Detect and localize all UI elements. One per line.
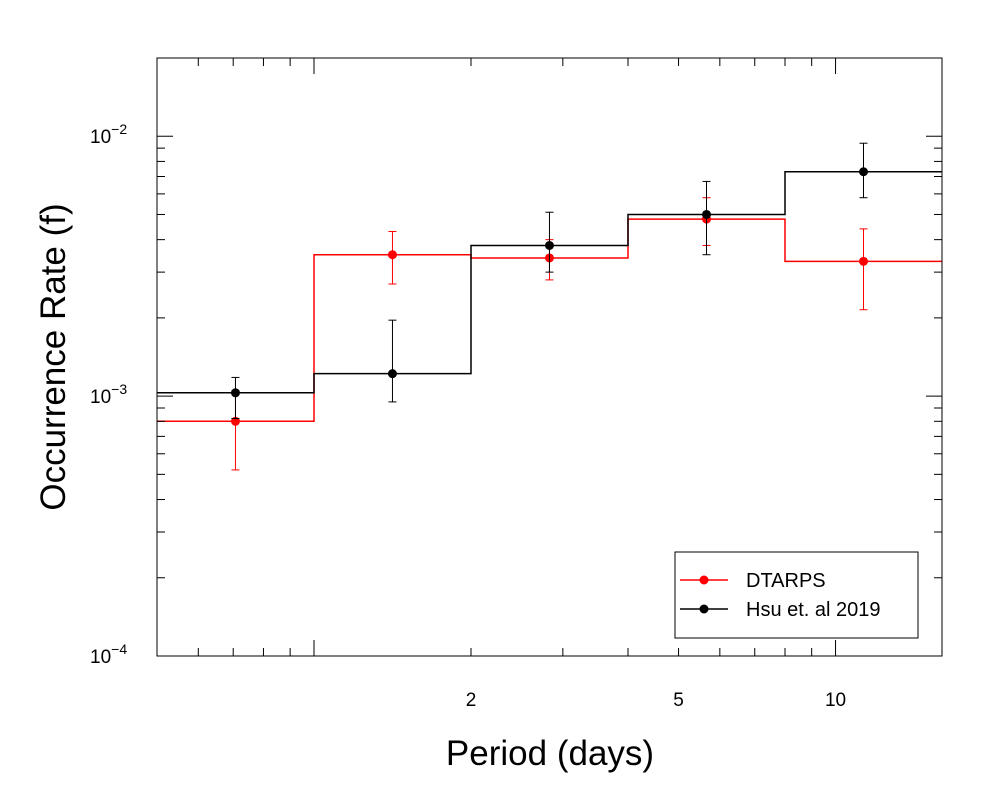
series-hsu-point: [387, 369, 397, 379]
legend-dtarps-label: DTARPS: [746, 570, 826, 592]
x-tick-label: 10: [825, 690, 846, 711]
series-hsu-point: [859, 167, 869, 177]
y-tick-exponent: −4: [111, 641, 127, 657]
y-tick-exponent: −3: [111, 381, 127, 397]
legend-hsu-label: Hsu et. al 2019: [746, 599, 881, 621]
series-hsu-point: [544, 240, 554, 250]
series-dtarps-point: [387, 250, 397, 260]
x-tick-label: 2: [466, 690, 477, 711]
y-tick-label: 10−2: [90, 121, 127, 148]
series-dtarps-point: [859, 256, 869, 266]
series-hsu-point: [230, 388, 240, 398]
axis-layer: 2 5 10 10−2 10−3 10−4: [90, 57, 942, 711]
series-dtarps-point: [230, 416, 240, 426]
x-tick-label: 5: [673, 690, 684, 711]
series-hsu-step-line: [157, 171, 942, 394]
series-hsu-point: [702, 209, 712, 219]
plot-frame: [156, 57, 943, 657]
legend-box: [674, 551, 919, 639]
y-axis-title: Occurrence Rate (f): [34, 203, 73, 510]
legend: DTARPS Hsu et. al 2019: [674, 551, 919, 639]
x-axis-title: Period (days): [446, 734, 654, 773]
y-tick-exponent: −2: [111, 121, 127, 137]
y-tick-label: 10−4: [90, 641, 127, 668]
plot-layer: [157, 142, 942, 471]
legend-hsu-marker: [699, 604, 709, 614]
y-tick-label: 10−3: [90, 381, 127, 408]
legend-dtarps-marker: [699, 575, 709, 585]
